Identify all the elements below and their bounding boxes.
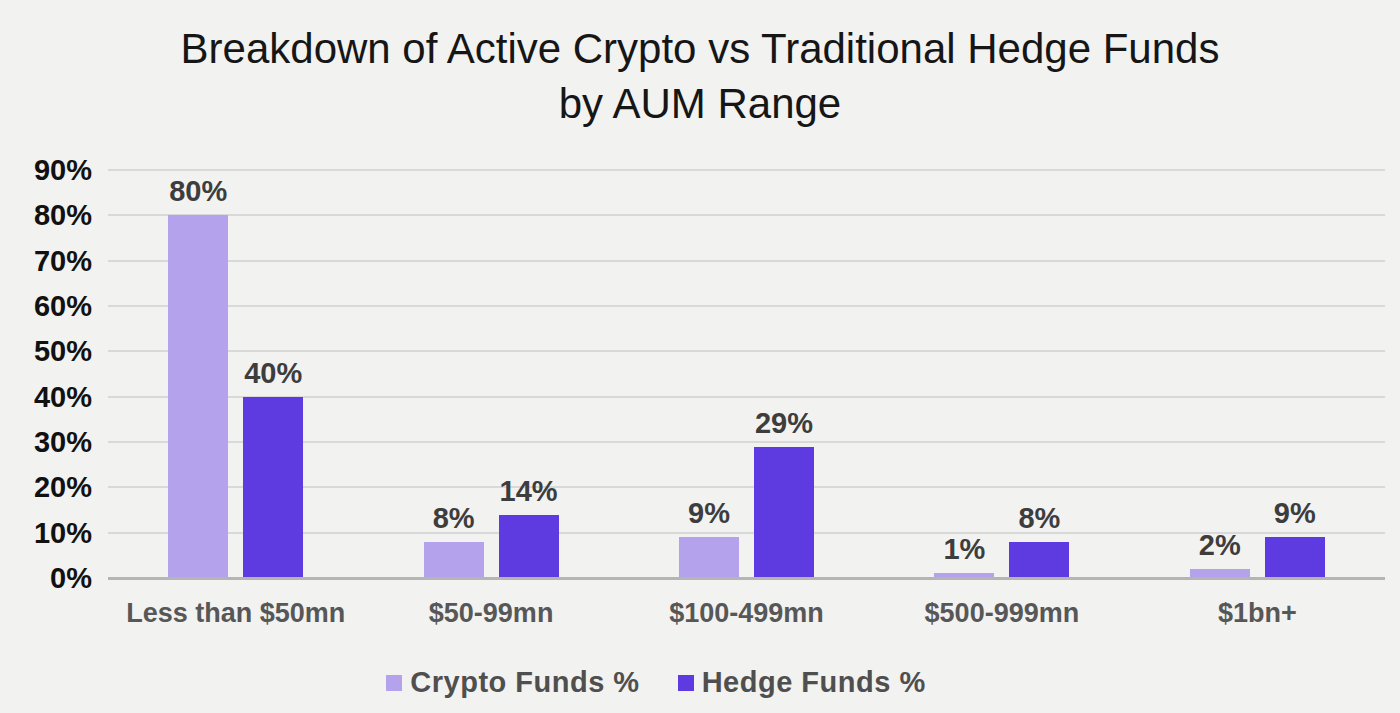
gridline — [108, 214, 1385, 216]
legend-item: Hedge Funds % — [678, 666, 926, 699]
bar-value-label: 29% — [714, 405, 854, 441]
gridline — [108, 260, 1385, 262]
crypto-funds-legend-swatch-icon — [386, 675, 402, 691]
bar-value-label: 80% — [128, 173, 268, 209]
gridline — [108, 169, 1385, 171]
bar-value-label: 9% — [1225, 495, 1365, 531]
crypto-funds-bar — [679, 537, 739, 578]
y-axis-tick-label: 60% — [0, 288, 92, 324]
y-axis-tick-label: 0% — [0, 560, 92, 596]
x-axis-category-label: Less than $50mn — [108, 596, 363, 630]
x-axis-category-label: $50-99mn — [363, 596, 618, 630]
y-axis-tick-label: 10% — [0, 515, 92, 551]
x-axis-line — [108, 577, 1385, 580]
x-axis-category-label: $1bn+ — [1130, 596, 1385, 630]
bar-value-label: 40% — [203, 355, 343, 391]
y-axis-tick-label: 30% — [0, 424, 92, 460]
bar-value-label: 9% — [639, 495, 779, 531]
y-axis-tick-label: 20% — [0, 469, 92, 505]
y-axis-tick-label: 70% — [0, 243, 92, 279]
bar-value-label: 2% — [1150, 527, 1290, 563]
y-axis-tick-label: 50% — [0, 333, 92, 369]
plot-area: 0% 10% 20% 30% 40% 50% 60% 70% 80% 90% 80% 40% Less … — [0, 0, 1400, 713]
bar-value-label: 14% — [459, 473, 599, 509]
bar-value-label: 8% — [969, 500, 1109, 536]
bar-chart: Breakdown of Active Crypto vs Traditiona… — [0, 0, 1400, 713]
legend-label: Hedge Funds % — [702, 666, 926, 699]
legend-label: Crypto Funds % — [410, 666, 639, 699]
x-axis-category-label: $500-999mn — [874, 596, 1129, 630]
crypto-funds-bar — [424, 542, 484, 578]
y-axis-tick-label: 80% — [0, 197, 92, 233]
gridline — [108, 350, 1385, 352]
legend: Crypto Funds % Hedge Funds % — [0, 666, 1312, 699]
legend-item: Crypto Funds % — [386, 666, 639, 699]
gridline — [108, 305, 1385, 307]
bar-value-label: 1% — [894, 531, 1034, 567]
y-axis-tick-label: 40% — [0, 379, 92, 415]
x-axis-category-label: $100-499mn — [619, 596, 874, 630]
y-axis-tick-label: 90% — [0, 152, 92, 188]
crypto-funds-bar — [168, 215, 228, 578]
hedge-funds-bar — [243, 397, 303, 578]
hedge-funds-legend-swatch-icon — [678, 675, 694, 691]
